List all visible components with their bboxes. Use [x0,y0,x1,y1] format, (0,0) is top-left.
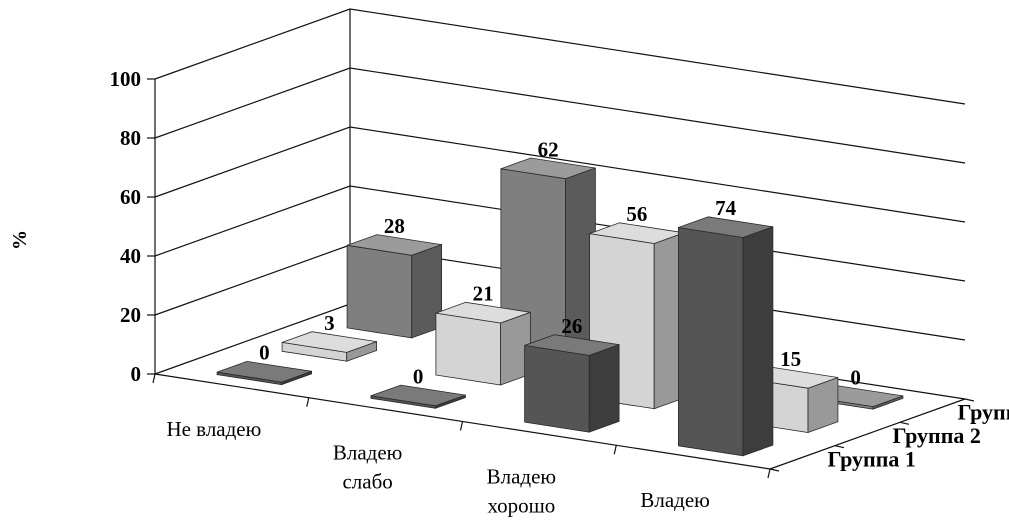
y-tick-label: 40 [120,244,141,268]
x-tick-label: Владею слабо [333,441,403,494]
x-tick [767,468,771,479]
bar-top [435,301,531,324]
bar-top [281,331,377,353]
bar-top [346,234,442,256]
depth-axis-line [769,398,966,470]
bar-front [435,312,501,386]
depth-tick [834,445,845,449]
x-tick-label: Не владею [166,417,261,441]
data-label: 28 [384,214,405,238]
bar-top [524,334,620,356]
bar-front [678,227,744,457]
bar-top [500,157,596,180]
x-tick [306,397,310,407]
bar: 26 [524,314,620,433]
gridline [154,8,966,105]
y-tick-label: 20 [120,303,141,327]
y-tick-label: 0 [131,362,142,386]
data-label: 0 [850,365,861,389]
data-label: 56 [626,202,647,226]
bars: 28621003215615002674 [216,137,904,457]
x-tick-label: Владею хорошо [487,464,557,517]
y-axis: 0 20 40 60 80 100 [110,67,155,386]
bar-top [370,384,466,407]
bar-front [346,244,413,339]
x-tick [152,373,156,384]
y-tick-label: 60 [120,185,141,209]
depth-tick [769,468,780,472]
y-tick-label: 100 [110,67,142,91]
data-label: 3 [324,311,335,335]
series-label: Группа 2 [893,423,981,448]
data-label: 62 [538,137,559,161]
bar: 21 [435,282,531,386]
bar: 74 [678,196,774,457]
bar: 28 [346,214,443,339]
data-label: 74 [715,196,737,220]
data-label: 0 [413,364,424,388]
data-label: 15 [780,347,801,371]
bar-side [588,344,620,433]
x-tick [613,445,617,455]
y-axis-title: % [9,230,31,250]
depth-tick [964,398,975,402]
depth-tick [899,421,910,425]
bar-side [742,226,774,457]
data-label: 26 [561,314,582,338]
x-tick [459,421,464,431]
data-label: 21 [473,282,494,306]
bar: 3 [281,311,378,362]
x-tick-label: Владеюотлично [639,488,712,525]
series-label: Группа 1 [828,446,916,471]
series-label: Группа 3 [958,400,1009,425]
bar: 0 [216,341,313,386]
bar-top [216,360,312,383]
y-tick-label: 80 [120,126,141,150]
bar: 56 [589,202,685,410]
gridline [154,67,966,164]
bar-front [524,344,590,433]
data-label: 0 [259,341,270,365]
bar: 0 [370,364,466,409]
bar-top [678,216,774,238]
